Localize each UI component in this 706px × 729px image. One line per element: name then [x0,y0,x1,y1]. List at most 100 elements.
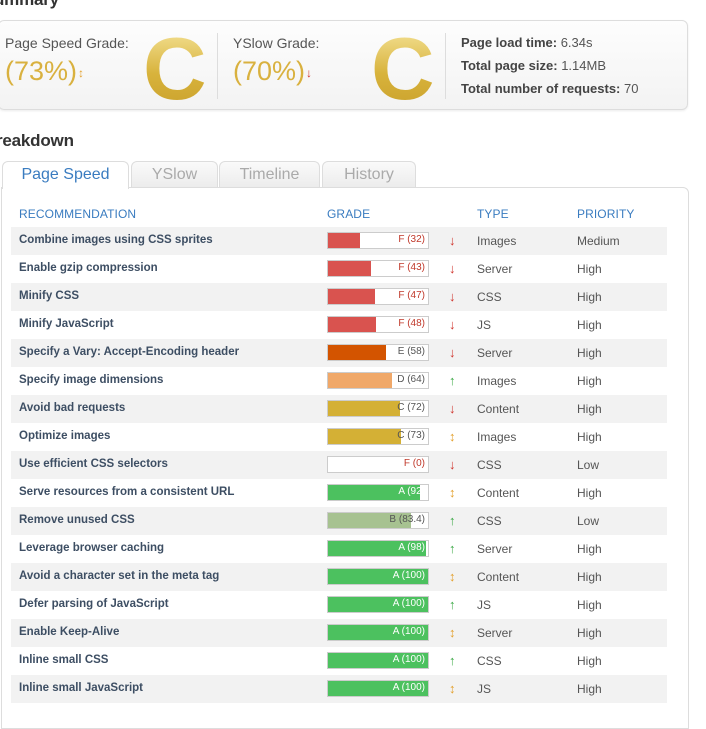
table-row[interactable]: Combine images using CSS sprites F (32) ↓ I… [11,227,667,255]
summary-panel: Page Speed Grade: (73%)↕ C YSlow Grade: … [0,19,688,118]
priority-cell: High [577,318,602,332]
grade-bar: E (58) [327,344,429,361]
table-row[interactable]: Leverage browser caching A (98) ↑ Server Hig… [11,535,667,563]
page-speed-percent: (73%) [5,56,78,86]
table-row[interactable]: Defer parsing of JavaScript A (100) ↑ JS Hig… [11,591,667,619]
table-row[interactable]: Inline small CSS A (100) ↑ CSS High [11,647,667,675]
grade-bar: B (83.4) [327,512,429,529]
page-speed-grade: Page Speed Grade: (73%)↕ C [5,21,207,113]
recommendation-label[interactable]: Minify JavaScript [19,318,114,330]
recommendation-label[interactable]: Use efficient CSS selectors [19,458,168,470]
grade-bar: F (0) [327,456,429,473]
table-row[interactable]: Remove unused CSS B (83.4) ↑ CSS Low [11,507,667,535]
recommendation-label[interactable]: Inline small JavaScript [19,682,144,694]
table-row[interactable]: Serve resources from a consistent URL A (… [11,479,667,507]
up-arrow-icon: ↑ [449,597,456,612]
recommendation-label[interactable]: Leverage browser caching [19,542,165,554]
recommendation-label[interactable]: Minify CSS [19,290,80,302]
grade-bar-fill [328,625,428,640]
recommendation-label[interactable]: Optimize images [19,430,111,442]
grade-bar-fill [328,429,401,444]
recommendation-label[interactable]: Combine images using CSS sprites [19,234,213,246]
page-speed-grade-label: Page Speed Grade: [5,35,129,51]
grade-text: A (92) [398,486,425,497]
grade-text: A (98) [398,542,425,553]
down-arrow-icon: ↓ [449,401,456,416]
recommendation-label[interactable]: Specify image dimensions [19,374,164,386]
grade-bar-fill [328,233,360,248]
grade-text: F (47) [398,290,425,301]
type-cell: JS [477,318,492,332]
recommendation-label[interactable]: Enable Keep-Alive [19,626,120,638]
down-arrow-icon: ↓ [449,317,456,332]
table-row[interactable]: Avoid bad requests C (72) ↓ Content High [11,395,667,423]
header-grade[interactable]: GRADE [327,207,371,221]
tab-history[interactable]: History [322,161,416,187]
tab-page-speed[interactable]: Page Speed [2,161,129,189]
priority-cell: Low [577,514,600,528]
grade-text: D (64) [397,374,425,385]
type-cell: Server [477,262,513,276]
priority-cell: High [577,262,602,276]
table-row[interactable]: Enable Keep-Alive A (100) ↕ Server High [11,619,667,647]
type-cell: CSS [477,458,502,472]
header-type[interactable]: TYPE [477,207,509,221]
table-row[interactable]: Optimize images C (73) ↕ Images High [11,423,667,451]
summary-heading: ummary [0,0,59,10]
stat-total-requests: Total number of requests: 70 [461,81,639,96]
page-speed-letter-grade: C [143,19,207,118]
priority-cell: High [577,290,602,304]
yslow-letter-grade: C [371,19,435,118]
summary-divider [217,33,218,99]
down-arrow-icon: ↓ [449,289,456,304]
header-priority[interactable]: PRIORITY [577,207,635,221]
table-row[interactable]: Inline small JavaScript A (100) ↕ JS High [11,675,667,703]
recommendation-label[interactable]: Enable gzip compression [19,262,158,274]
grade-text: C (73) [397,430,425,441]
grade-bar: C (73) [327,428,429,445]
recommendation-label[interactable]: Specify a Vary: Accept-Encoding header [19,346,240,358]
grade-bar-fill [328,345,386,360]
recommendation-label[interactable]: Inline small CSS [19,654,109,666]
down-arrow-icon: ↓ [449,457,456,472]
table-row[interactable]: Use efficient CSS selectors F (0) ↓ CSS Low [11,451,667,479]
grade-bar: A (100) [327,680,429,697]
priority-cell: High [577,542,602,556]
tab-yslow[interactable]: YSlow [131,161,218,187]
table-row[interactable]: Enable gzip compression F (43) ↓ Server High [11,255,667,283]
grade-bar-fill [328,289,375,304]
grade-bar: F (48) [327,316,429,333]
priority-cell: Low [577,458,600,472]
grade-bar-fill [328,597,428,612]
table-row[interactable]: Minify JavaScript F (48) ↓ JS High [11,311,667,339]
recommendation-label[interactable]: Avoid bad requests [19,402,126,414]
table-row[interactable]: Avoid a character set in the meta tag A (… [11,563,667,591]
table-row[interactable]: Specify a Vary: Accept-Encoding header E … [11,339,667,367]
neutral-arrow-icon: ↕ [449,681,456,696]
table-row[interactable]: Minify CSS F (47) ↓ CSS High [11,283,667,311]
recommendation-label[interactable]: Serve resources from a consistent URL [19,486,235,498]
grade-bar: A (100) [327,624,429,641]
neutral-arrow-icon: ↕ [449,625,456,640]
grade-text: A (100) [392,570,425,581]
priority-cell: High [577,486,602,500]
grade-text: F (48) [398,318,425,329]
recommendation-label[interactable]: Remove unused CSS [19,514,135,526]
type-cell: Images [477,234,517,248]
up-arrow-icon: ↑ [449,373,456,388]
header-recommendation[interactable]: RECOMMENDATION [19,207,137,221]
type-cell: Content [477,402,520,416]
table-row[interactable]: Specify image dimensions D (64) ↑ Images Hig… [11,367,667,395]
tab-timeline[interactable]: Timeline [219,161,320,187]
up-arrow-icon: ↑ [449,653,456,668]
recommendation-label[interactable]: Defer parsing of JavaScript [19,598,169,610]
grade-bar-fill [328,485,420,500]
type-cell: Images [477,430,517,444]
priority-cell: High [577,682,602,696]
grade-bar-fill [328,653,428,668]
recommendation-label[interactable]: Avoid a character set in the meta tag [19,570,220,582]
priority-cell: High [577,402,602,416]
priority-cell: High [577,374,602,388]
stat-page-load-time: Page load time: 6.34s [461,35,593,50]
type-cell: CSS [477,654,502,668]
